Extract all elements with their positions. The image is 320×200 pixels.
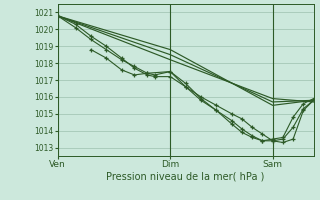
X-axis label: Pression niveau de la mer( hPa ): Pression niveau de la mer( hPa ) (107, 172, 265, 182)
